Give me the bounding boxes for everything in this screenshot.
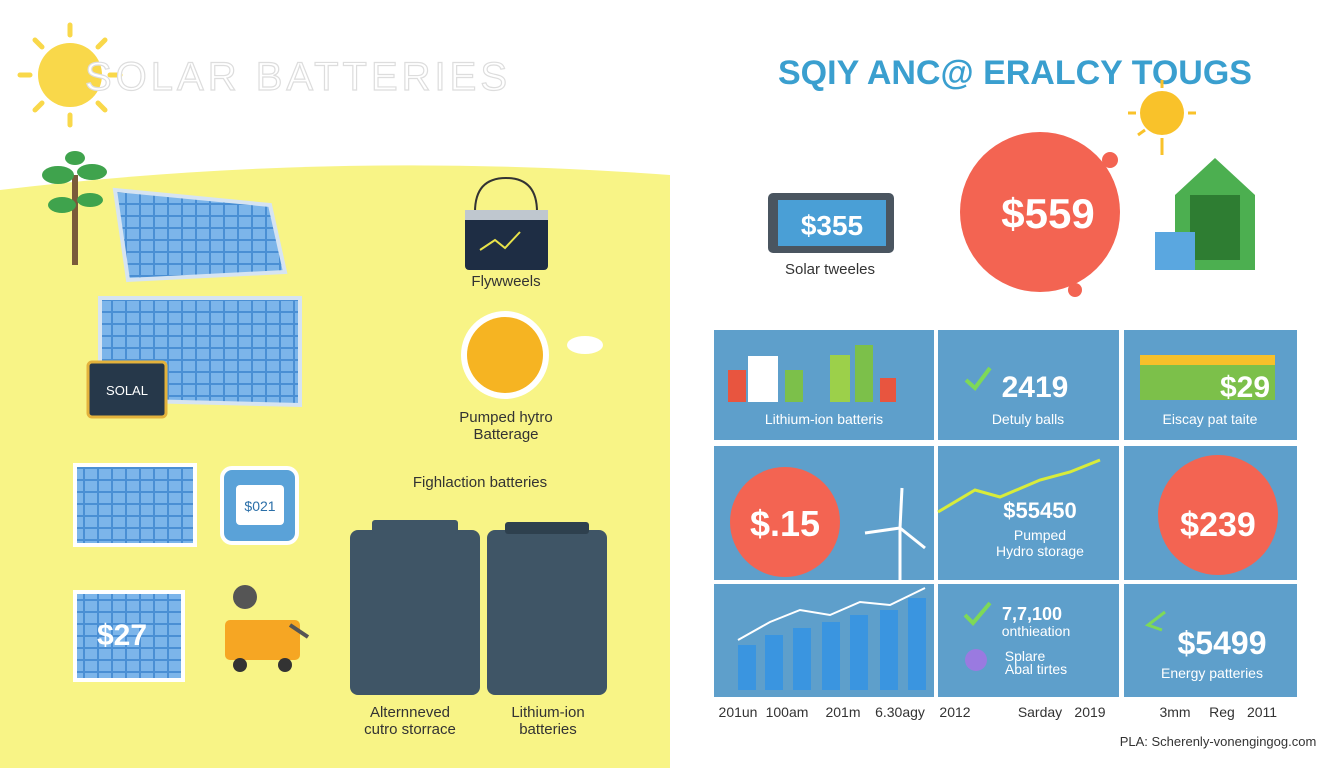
tile-value: 2419: [1002, 371, 1069, 404]
label: Fighlaction batteries: [413, 474, 547, 491]
axis-label: 201m: [825, 704, 860, 720]
tile-value: $55450: [1003, 498, 1076, 523]
tablet-price: $355: [801, 210, 863, 241]
label: Batterage: [473, 426, 538, 443]
left-title: SOLAR BATTERIES: [85, 55, 511, 99]
cart: [225, 585, 310, 672]
battery-cap: [372, 520, 458, 534]
check: [964, 366, 992, 391]
sun: [17, 22, 123, 128]
tile-label: Lithium-ion batteris: [765, 411, 883, 427]
tile-value: $.15: [750, 503, 820, 544]
sun: [1128, 80, 1196, 155]
orange-circle: [467, 317, 543, 393]
cloud: [567, 336, 603, 354]
label: batteries: [519, 721, 577, 738]
dot: [1102, 152, 1118, 168]
battery-icon: [465, 176, 548, 270]
tile-label: Hydro storage: [996, 543, 1084, 559]
battery: [487, 530, 607, 695]
tile-label: onthieation: [1002, 623, 1071, 639]
axis-label: 201un: [719, 704, 758, 720]
tile-label: Pumped: [1014, 527, 1066, 543]
label: Flywweels: [471, 273, 540, 290]
right-title: SQIY ANC@ ERALCY TOUGS: [778, 54, 1252, 92]
tile-label: Detuly balls: [992, 411, 1064, 427]
red-badge: [960, 132, 1120, 292]
check-circle: [965, 649, 987, 671]
check: [963, 601, 992, 626]
wind-turbine: [864, 487, 926, 580]
axis-label: 2019: [1074, 704, 1105, 720]
tile-value: $239: [1180, 506, 1256, 544]
tile-value: $5499: [1178, 625, 1267, 661]
arrow: [1144, 610, 1166, 632]
tree: [42, 151, 107, 265]
tile-value: $29: [1220, 371, 1270, 404]
axis-label: 6.30agy: [875, 704, 925, 720]
axis-label: 2011: [1247, 704, 1277, 720]
tile-label: Splare: [1005, 648, 1046, 664]
axis-label: Reg: [1209, 704, 1235, 720]
label: Pumped hytro: [459, 409, 552, 426]
tablet-screen: [778, 200, 886, 246]
footer: PLA: Scherenly-vonengingog.com: [1120, 734, 1317, 749]
red-badge: [1158, 455, 1278, 575]
tile-label: Abal tirtes: [1005, 661, 1067, 677]
dot: [1068, 283, 1082, 297]
trend-line: [737, 587, 926, 641]
panel-price: $27: [97, 619, 147, 652]
axis-label: Sarday: [1018, 704, 1062, 720]
axis-label: 3mm: [1159, 704, 1190, 720]
trend-line: [937, 458, 1101, 514]
tile-label: Energy patteries: [1161, 665, 1263, 681]
solal-label: SOLAL: [106, 383, 148, 398]
bar-graphic: [738, 598, 926, 690]
battery-cap: [505, 522, 589, 534]
solar-panel: [112, 187, 288, 283]
label: cutro storrace: [364, 721, 456, 738]
battery: [350, 530, 480, 695]
device-screen: [236, 485, 284, 525]
label: Lithium-ion: [511, 704, 584, 721]
axis-labels: 201un 100am 201m 6.30agy 2012 Sarday 2019 3mm Re…: [719, 704, 1278, 720]
badge-price: $559: [1001, 190, 1094, 237]
tile-value: 7,7,100: [1002, 604, 1062, 624]
tile-label: Eiscay pat taite: [1163, 411, 1258, 427]
solar-panel: [73, 463, 197, 547]
axis-label: 2012: [939, 704, 970, 720]
battery-bars: [1140, 355, 1275, 365]
solar-panel: [73, 590, 185, 682]
device-price: $021: [244, 498, 275, 514]
solal-box: [86, 360, 168, 419]
battery-icons: [728, 345, 896, 402]
label: Alternneved: [370, 704, 450, 721]
label: Solar tweeles: [785, 261, 875, 278]
house: [1155, 158, 1255, 270]
axis-label: 100am: [766, 704, 809, 720]
red-badge: [730, 467, 840, 577]
